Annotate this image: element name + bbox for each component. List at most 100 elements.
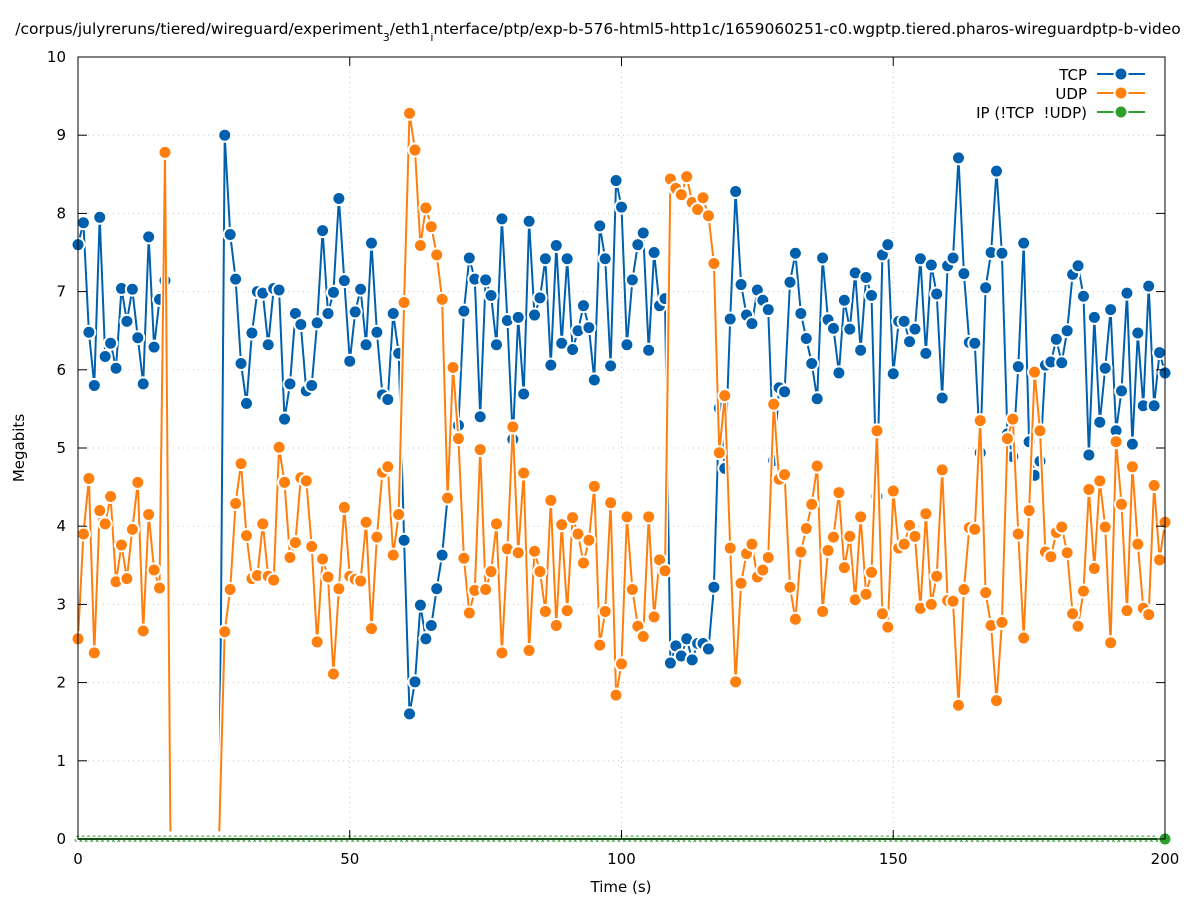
data-point <box>722 540 738 556</box>
data-point <box>989 163 1005 179</box>
legend-entry-ip: IP (!TCP !UDP) <box>976 104 1145 122</box>
data-point <box>575 298 591 314</box>
data-point <box>706 255 722 271</box>
data-point <box>1005 411 1021 427</box>
data-point <box>396 295 412 311</box>
data-point <box>1097 360 1113 376</box>
data-point <box>521 643 537 659</box>
data-point <box>304 539 320 555</box>
data-point <box>950 697 966 713</box>
data-point <box>135 376 151 392</box>
y-tick-label: 10 <box>47 48 66 66</box>
data-point <box>603 495 619 511</box>
data-point <box>1070 618 1086 634</box>
data-point <box>113 537 129 553</box>
data-point <box>575 555 591 571</box>
data-point <box>804 496 820 512</box>
data-point <box>516 465 532 481</box>
data-point <box>967 335 983 351</box>
data-point <box>353 573 369 589</box>
data-point <box>858 586 874 602</box>
data-point <box>320 569 336 585</box>
data-point <box>760 302 776 318</box>
data-point <box>673 187 689 203</box>
data-point <box>581 320 597 336</box>
data-point <box>896 313 912 329</box>
data-point <box>646 245 662 260</box>
data-point <box>820 542 836 558</box>
data-point <box>907 321 923 337</box>
data-point <box>934 462 950 478</box>
data-point <box>967 521 983 537</box>
data-point <box>902 334 918 350</box>
data-point <box>369 324 385 340</box>
data-point <box>733 277 749 293</box>
data-point <box>923 257 939 273</box>
data-point <box>1114 383 1130 399</box>
data-point <box>141 506 157 522</box>
data-point <box>787 245 803 261</box>
legend-label-ip: IP (!TCP !UDP) <box>976 104 1087 122</box>
data-point <box>1108 434 1124 450</box>
data-point <box>1086 309 1102 325</box>
data-point <box>809 391 825 407</box>
data-point <box>923 596 939 612</box>
data-point <box>1043 549 1059 565</box>
data-point <box>836 292 852 308</box>
data-point <box>1032 423 1048 439</box>
data-point <box>320 305 336 321</box>
data-point <box>592 637 608 653</box>
data-point <box>880 619 896 635</box>
data-point <box>880 237 896 253</box>
data-point <box>217 624 233 640</box>
data-point <box>456 303 472 319</box>
data-point <box>896 536 912 552</box>
data-point <box>624 272 640 288</box>
data-point <box>559 603 575 619</box>
data-point <box>456 550 472 566</box>
data-point <box>103 488 119 504</box>
data-point <box>385 547 401 563</box>
data-point <box>619 337 635 353</box>
data-point <box>233 456 249 472</box>
data-point <box>864 288 880 304</box>
data-point <box>347 304 363 320</box>
data-point <box>266 572 282 588</box>
data-point <box>119 571 135 587</box>
y-tick-label: 3 <box>56 595 66 613</box>
data-point <box>81 324 97 340</box>
data-point <box>483 288 499 304</box>
data-point <box>331 191 347 207</box>
y-tick-label: 1 <box>56 752 66 770</box>
data-point <box>1130 536 1146 552</box>
y-tick-label: 4 <box>56 517 66 535</box>
data-point <box>1086 560 1102 576</box>
legend-marker-udp <box>1113 85 1129 101</box>
data-point <box>570 526 586 542</box>
data-point <box>728 674 744 690</box>
data-point <box>1010 359 1026 375</box>
data-point <box>412 237 428 253</box>
data-point <box>418 200 434 216</box>
data-point <box>86 645 102 661</box>
data-point <box>559 251 575 267</box>
data-point <box>597 251 613 267</box>
data-point <box>864 564 880 580</box>
data-point <box>804 356 820 372</box>
data-point <box>853 342 869 358</box>
data-point <box>1059 323 1075 339</box>
data-point <box>1103 302 1119 318</box>
data-point <box>706 579 722 595</box>
data-point <box>1048 331 1064 347</box>
data-point <box>244 325 260 341</box>
data-point <box>336 273 352 289</box>
data-point <box>1054 519 1070 535</box>
data-point <box>135 623 151 639</box>
data-point <box>918 506 934 522</box>
data-point <box>782 274 798 290</box>
data-point <box>445 359 461 375</box>
data-point <box>309 634 325 650</box>
data-point <box>744 316 760 332</box>
data-point <box>157 144 173 160</box>
